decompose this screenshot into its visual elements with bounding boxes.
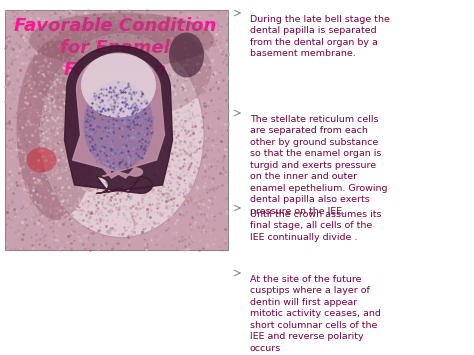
Polygon shape bbox=[73, 54, 164, 178]
Text: Formation: Formation bbox=[64, 61, 166, 79]
Ellipse shape bbox=[81, 53, 156, 118]
Ellipse shape bbox=[29, 12, 214, 67]
Ellipse shape bbox=[27, 147, 56, 173]
Text: The stellate reticulum cells
are separated from each
other by ground substance
s: The stellate reticulum cells are separat… bbox=[250, 115, 388, 215]
Bar bbox=[5, 10, 228, 250]
Ellipse shape bbox=[83, 80, 154, 170]
Text: At the site of the future
cusptips where a layer of
dentin will first appear
mit: At the site of the future cusptips where… bbox=[250, 275, 381, 353]
Polygon shape bbox=[64, 46, 173, 193]
Ellipse shape bbox=[169, 33, 204, 77]
Ellipse shape bbox=[17, 40, 97, 220]
Text: Until the crown assumes its
final stage, all cells of the
IEE continually divide: Until the crown assumes its final stage,… bbox=[250, 210, 382, 242]
Text: for Enamel: for Enamel bbox=[60, 39, 170, 57]
Text: Favorable Condition: Favorable Condition bbox=[14, 17, 216, 35]
Text: During the late bell stage the
dental papilla is separated
from the dental organ: During the late bell stage the dental pa… bbox=[250, 15, 390, 58]
Ellipse shape bbox=[39, 33, 204, 237]
Ellipse shape bbox=[31, 20, 211, 120]
Bar bbox=[5, 10, 228, 250]
